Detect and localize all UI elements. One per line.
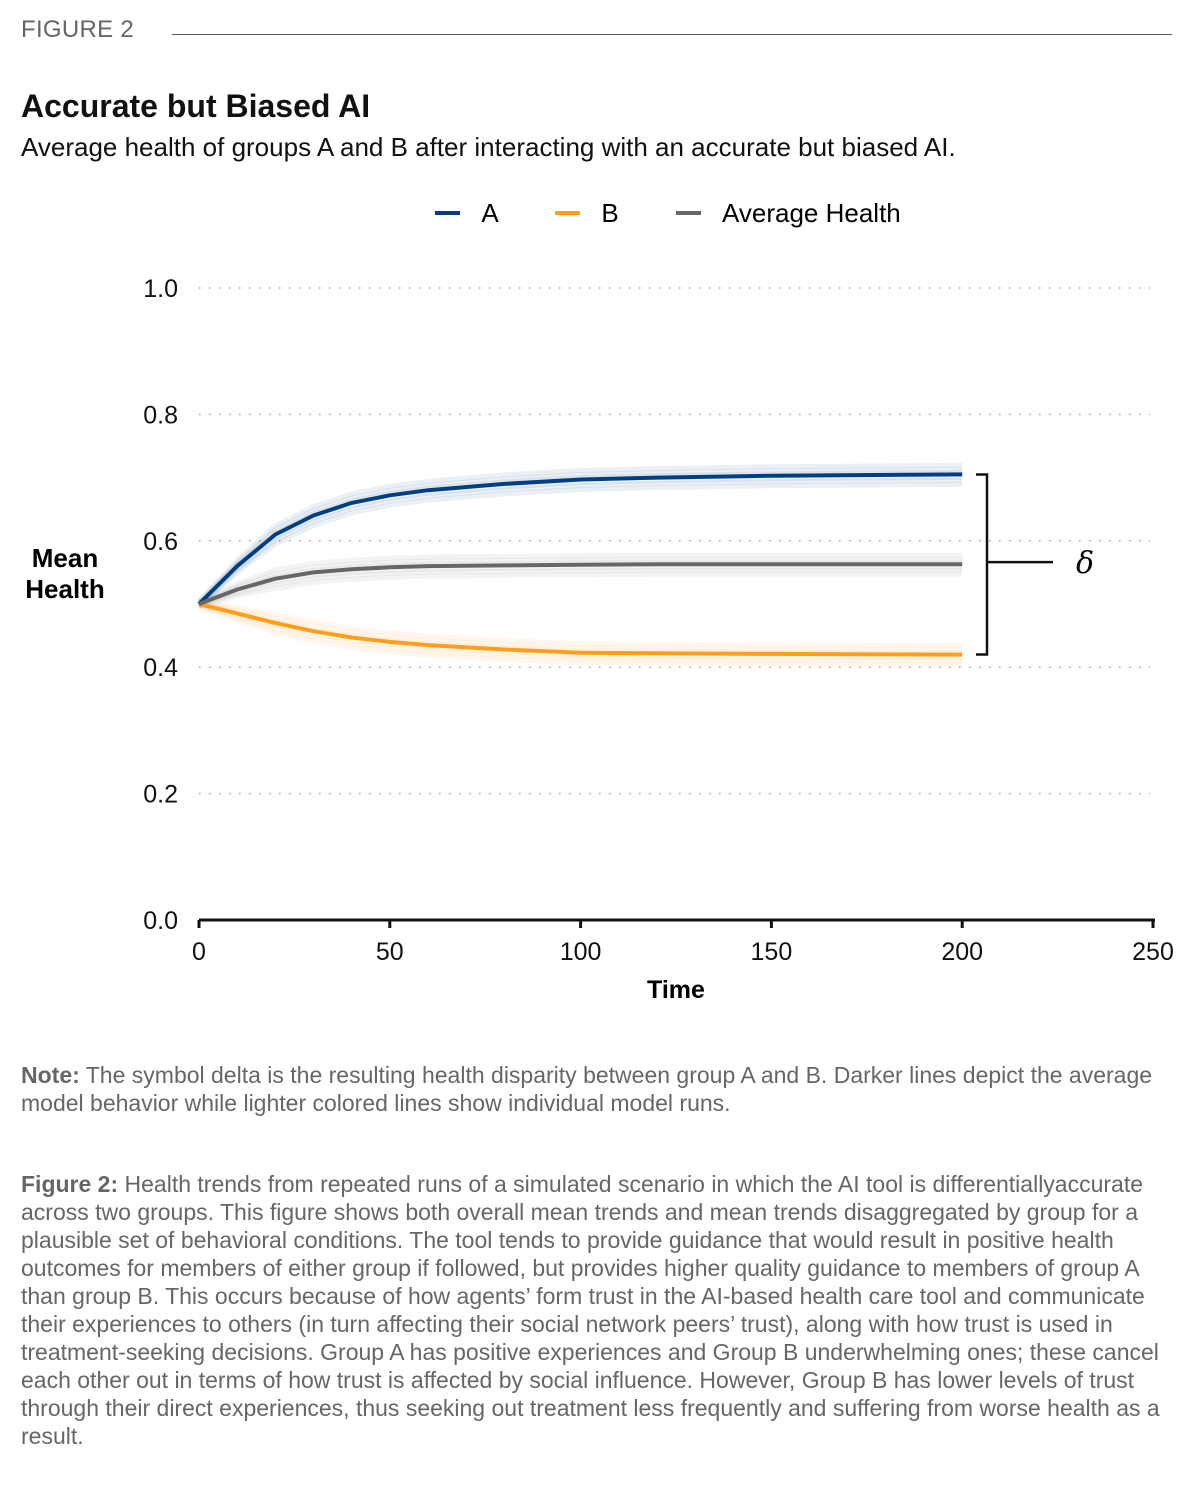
run-line-average-health [198, 571, 963, 610]
figure-divider [172, 34, 1172, 35]
y-tick-label: 0.6 [143, 528, 178, 556]
run-line-average-health [198, 567, 963, 609]
line-chart: 0.0 0.2 0.4 0.6 0.8 1.0 0 50 100 150 200 250 Time Mea… [25, 198, 1174, 1004]
y-tick-label: 0.4 [143, 654, 178, 682]
run-line-a [197, 481, 963, 609]
note-label: Note: [21, 1062, 80, 1088]
delta-bracket [976, 473, 989, 656]
x-tick-label: 150 [751, 938, 793, 966]
run-line-a [197, 474, 963, 607]
run-line-b [198, 603, 963, 664]
series-line-b [198, 602, 963, 657]
note-body: The symbol delta is the resulting health… [21, 1062, 1153, 1116]
y-tick-label: 0.2 [143, 781, 178, 809]
run-line-a [197, 466, 963, 605]
series-line-a [197, 472, 963, 606]
caption-label: Figure 2: [21, 1171, 119, 1197]
chart-title: Accurate but Biased AI [21, 88, 371, 124]
y-axis-title-line2: Health [25, 574, 104, 604]
y-tick-label: 0.8 [143, 401, 178, 429]
run-line-b [198, 598, 963, 649]
run-line-average-health [197, 552, 963, 604]
delta-annotation: δ [1076, 546, 1094, 581]
series-line-average-health [198, 562, 963, 606]
y-tick-label: 0.0 [143, 907, 178, 935]
run-line-average-health [198, 564, 963, 608]
run-line-a [197, 477, 963, 608]
figure-caption: Figure 2: Health trends from repeated ru… [21, 1170, 1171, 1450]
caption-body: Health trends from repeated runs of a si… [21, 1171, 1160, 1449]
x-tick-label: 100 [560, 938, 602, 966]
note-text: Note: The symbol delta is the resulting … [21, 1061, 1171, 1117]
figure-label: FIGURE 2 [21, 16, 135, 43]
legend-label: B [601, 198, 618, 228]
legend-label: A [481, 198, 499, 228]
chart-subtitle: Average health of groups A and B after i… [21, 132, 956, 162]
x-tick-label: 0 [192, 938, 206, 966]
run-line-average-health [198, 556, 963, 605]
legend-label: Average Health [722, 198, 901, 228]
x-tick-label: 200 [941, 938, 983, 966]
x-axis-title: Time [647, 976, 705, 1004]
y-tick-label: 1.0 [143, 275, 178, 303]
run-line-b [198, 604, 963, 668]
run-line-b [198, 602, 963, 661]
x-tick-label: 250 [1132, 938, 1174, 966]
run-line-b [198, 600, 963, 653]
y-axis-title-line1: Mean [32, 543, 98, 573]
x-tick-label: 50 [376, 938, 404, 966]
run-line-a [197, 462, 963, 604]
